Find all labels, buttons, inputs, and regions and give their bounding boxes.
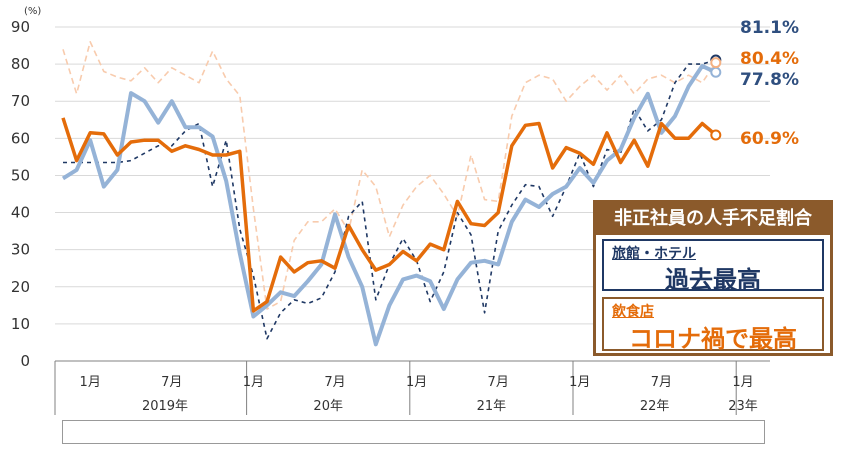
series-line-0 xyxy=(61,64,717,347)
callout-hotel-text: 過去最高 xyxy=(665,266,761,294)
series-endpoint-2 xyxy=(710,129,722,141)
x-year-label: 22年 xyxy=(640,399,670,414)
x-year-label: 20年 xyxy=(313,399,343,414)
y-tick-label: 40 xyxy=(11,204,30,222)
series-endpoint-0 xyxy=(710,66,722,78)
x-year-label: 21年 xyxy=(477,399,507,414)
end-value-label: 81.1% xyxy=(740,18,799,38)
series-lines xyxy=(61,40,717,347)
callout-section-restaurant: 飲食店 コロナ禍で最高 xyxy=(602,297,824,353)
series-endpoints xyxy=(710,54,722,141)
end-value-label: 60.9% xyxy=(740,129,799,149)
series-endpoint-3 xyxy=(710,57,722,69)
x-month-label: 7月 xyxy=(488,375,509,390)
series-line-2 xyxy=(61,117,717,313)
y-tick-label: 20 xyxy=(11,278,30,296)
y-tick-labels: 0 10 20 30 40 50 60 70 80 90 xyxy=(11,18,30,370)
legend-frame xyxy=(62,420,765,444)
x-month-label: 1月 xyxy=(80,375,101,390)
y-axis-unit: (%) xyxy=(24,6,41,17)
series-line-3 xyxy=(62,40,717,310)
y-tick-label: 10 xyxy=(11,315,30,333)
end-value-labels: 81.1% 80.4%77.8% 60.9% xyxy=(740,18,799,149)
callout-restaurant-label: 飲食店 xyxy=(612,304,654,320)
x-month-label: 1月 xyxy=(243,375,264,390)
callout-restaurant-text: コロナ禍で最高 xyxy=(629,325,797,353)
x-tick-labels: 1月 7月 1月 7月 1月 7月 1月 7月 1月 2019年 20年 21年 22年 23年 xyxy=(80,375,758,414)
x-month-label: 1月 xyxy=(406,375,427,390)
x-year-label: 2019年 xyxy=(142,399,188,414)
x-month-label: 7月 xyxy=(651,375,672,390)
y-tick-label: 60 xyxy=(11,129,30,147)
y-tick-label: 0 xyxy=(20,352,30,370)
y-gridlines xyxy=(55,26,770,325)
end-value-label: 77.8% xyxy=(740,70,799,90)
x-month-label: 1月 xyxy=(569,375,590,390)
x-month-label: 7月 xyxy=(324,375,345,390)
y-tick-label: 80 xyxy=(11,55,30,73)
y-tick-label: 90 xyxy=(11,18,30,36)
callout-hotel-label: 旅館・ホテル xyxy=(612,246,696,262)
x-year-label: 23年 xyxy=(728,399,758,414)
y-tick-label: 50 xyxy=(11,166,30,184)
y-tick-label: 70 xyxy=(11,92,30,110)
callout-title: 非正社員の人手不足割合 xyxy=(596,203,830,235)
axes xyxy=(54,360,770,415)
end-value-label: 80.4% xyxy=(740,49,799,69)
x-month-label: 7月 xyxy=(161,375,182,390)
x-month-label: 1月 xyxy=(732,375,753,390)
callout-box: 非正社員の人手不足割合 旅館・ホテル 過去最高 飲食店 コロナ禍で最高 xyxy=(593,200,833,356)
y-tick-label: 30 xyxy=(11,241,30,259)
callout-section-hotel: 旅館・ホテル 過去最高 xyxy=(602,239,824,294)
